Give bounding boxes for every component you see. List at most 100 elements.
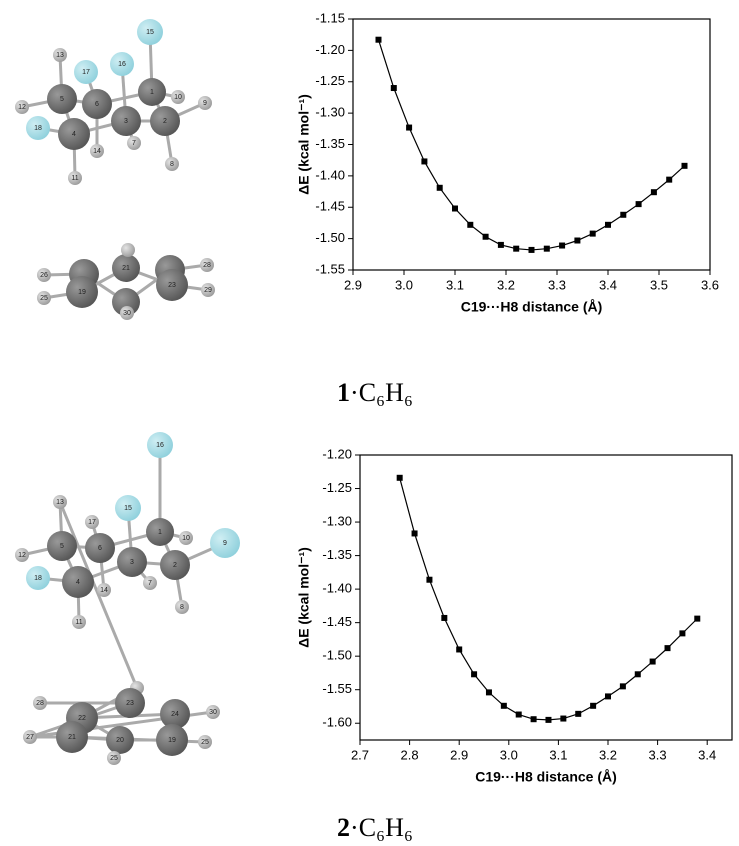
atom-label: 23 [126,700,134,707]
marker [620,683,626,689]
atom-label: 9 [223,540,227,547]
marker [452,206,458,212]
marker [590,231,596,237]
x-axis-label: C19···H8 distance (Å) [475,769,617,785]
x-tick-label: 3.4 [599,277,617,292]
marker [516,712,522,718]
atom-label: 15 [146,29,154,36]
marker [441,615,447,621]
marker [456,646,462,652]
atom-label: 18 [34,125,42,132]
marker [498,242,504,248]
marker [636,201,642,207]
atom-label: 17 [88,519,96,526]
marker [486,689,492,695]
marker [421,158,427,164]
y-tick-label: -1.40 [322,581,352,596]
atom-label: 28 [203,262,211,269]
y-tick-label: -1.30 [315,105,345,120]
x-tick-label: 3.3 [649,747,667,762]
marker [426,577,432,583]
atom-label: 24 [171,711,179,718]
atom-label: 27 [26,734,34,741]
marker [575,711,581,717]
x-axis-label: C19···H8 distance (Å) [461,299,603,315]
atom-label: 1 [158,529,162,536]
x-tick-label: 2.7 [351,747,369,762]
atom-label: 5 [60,543,64,550]
atom-label: 28 [36,700,44,707]
caption-number: 1 [337,378,350,407]
atom-label: 10 [174,94,182,101]
y-tick-label: -1.15 [315,10,345,25]
y-tick-label: -1.50 [315,230,345,245]
atom-label: 14 [100,587,108,594]
x-tick-label: 3.2 [599,747,617,762]
atom-label: 22 [78,715,86,722]
y-axis-label: ΔE (kcal mol⁻¹) [296,547,312,648]
marker [665,645,671,651]
x-tick-label: 2.9 [344,277,362,292]
atom-label: 2 [173,562,177,569]
x-tick-label: 2.8 [401,747,419,762]
y-tick-label: -1.45 [322,614,352,629]
marker [529,247,535,253]
atom-label: 21 [122,265,130,272]
line [400,478,698,720]
marker [483,234,489,240]
atom-label: 19 [168,737,176,744]
caption: 1·C₆H₆ [337,378,413,407]
marker [545,717,551,723]
marker [574,238,580,244]
atom-label: 29 [204,287,212,294]
figure: 1513171611091256321841478112625192123282… [0,0,739,846]
atom-label: 30 [209,709,217,716]
caption-number: 2 [337,813,350,842]
atom-label: 11 [71,175,78,182]
atom-label: 13 [56,499,64,506]
x-tick-label: 3.1 [446,277,464,292]
x-tick-label: 3.6 [701,277,719,292]
atom-label: 9 [203,100,207,107]
atom-label: 17 [82,69,90,76]
marker [437,185,443,191]
atom-label: 3 [124,118,128,125]
marker [666,177,672,183]
atom-label: 30 [123,310,131,317]
marker [412,530,418,536]
marker [650,659,656,665]
atom-label: 25 [201,739,209,746]
atom-label: 19 [78,289,86,296]
atom-label: 7 [132,140,136,147]
x-tick-label: 3.0 [395,277,413,292]
marker [635,671,641,677]
x-tick-label: 3.5 [650,277,668,292]
atom-label: 13 [56,52,64,59]
marker [376,37,382,43]
atom-label: 10 [182,535,190,542]
y-tick-label: -1.55 [315,261,345,276]
marker [694,616,700,622]
atom-label: 14 [93,148,101,155]
atom-label: 1 [150,89,154,96]
atom-label: 15 [124,505,132,512]
marker [471,671,477,677]
plot-frame [353,19,710,270]
atom-label: 12 [18,552,26,559]
marker [682,163,688,169]
marker [679,630,685,636]
caption: 2·C₆H₆ [337,813,413,842]
y-axis-label: ΔE (kcal mol⁻¹) [296,94,312,195]
atom-label: 4 [76,579,80,586]
line [379,40,685,250]
x-tick-label: 3.3 [548,277,566,292]
page: {"chart_data": [ {"type": "line", "x_lab… [0,0,739,846]
marker [544,246,550,252]
y-tick-label: -1.55 [322,681,352,696]
atom-label: 23 [168,282,176,289]
marker [620,212,626,218]
atom-label: 26 [40,272,48,279]
marker [467,222,473,228]
